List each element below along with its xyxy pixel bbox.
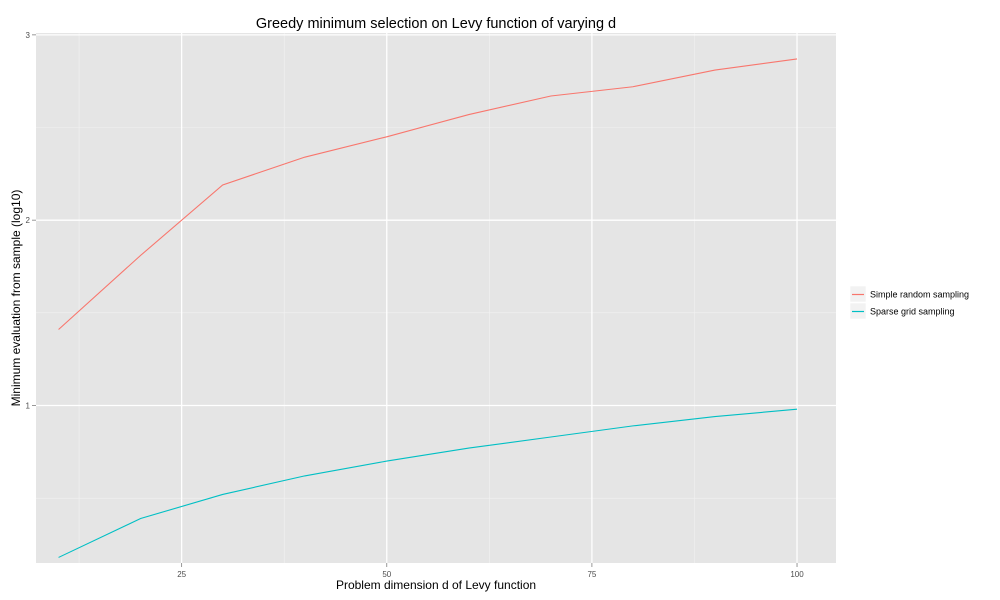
minor-gridlines — [36, 33, 836, 563]
y-axis-ticks: 1 2 3 — [26, 31, 36, 410]
x-tick-label: 100 — [790, 570, 804, 579]
legend: Simple random sampling Sparse grid sampli… — [849, 285, 969, 320]
x-axis-ticks: 25 50 75 100 — [177, 563, 804, 579]
y-tick-label: 1 — [26, 401, 31, 410]
x-tick-label: 25 — [177, 570, 186, 579]
plot-panel — [36, 33, 836, 563]
series-lines — [58, 58, 798, 558]
x-axis-label: Problem dimension d of Levy function — [336, 578, 536, 592]
y-tick-label: 3 — [26, 31, 31, 40]
x-tick-label: 75 — [587, 570, 596, 579]
major-gridlines — [36, 33, 836, 563]
legend-label: Simple random sampling — [870, 290, 969, 300]
y-axis-label: Minimum evaluation from sample (log10) — [9, 190, 23, 407]
legend-label: Sparse grid sampling — [870, 307, 955, 317]
series-line-2 — [58, 408, 798, 558]
chart-title: Greedy minimum selection on Levy functio… — [256, 16, 616, 32]
y-tick-label: 2 — [26, 216, 31, 225]
series-line-1 — [58, 58, 798, 330]
x-tick-label: 50 — [382, 570, 391, 579]
